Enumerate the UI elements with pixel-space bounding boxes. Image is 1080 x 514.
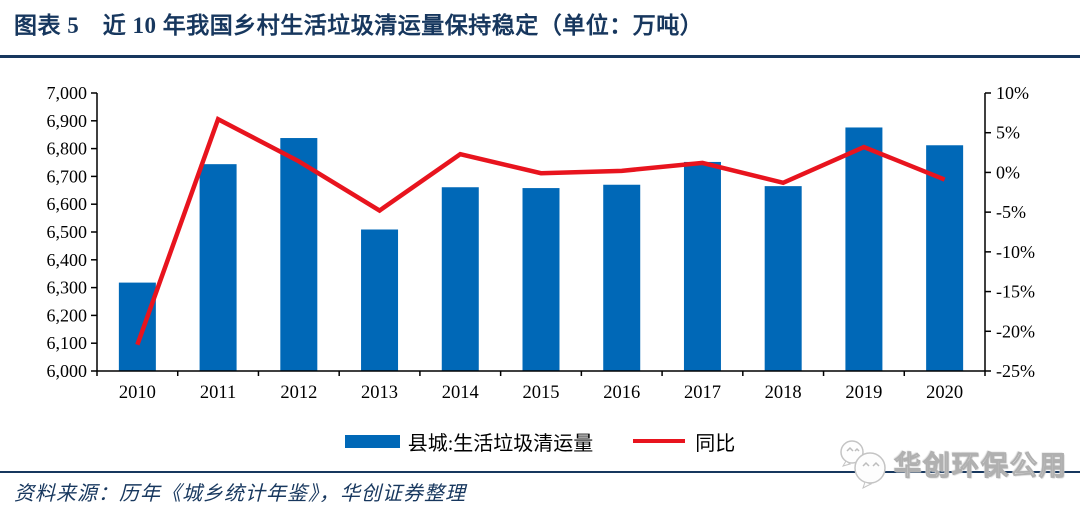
bar-2013	[361, 229, 399, 371]
svg-text:2014: 2014	[442, 383, 479, 403]
chart-legend: 县城:生活垃圾清运量 同比	[0, 429, 1080, 455]
source-note: 资料来源：历年《城乡统计年鉴》，华创证券整理	[14, 483, 466, 505]
bar-2016	[603, 184, 641, 371]
watermark: 华创环保公用	[832, 437, 1068, 489]
bar-2010	[118, 282, 156, 371]
bar-2011	[199, 164, 237, 371]
bar-2017	[683, 161, 721, 371]
svg-text:2018: 2018	[765, 383, 802, 403]
svg-text:2011: 2011	[200, 383, 236, 403]
top-divider	[0, 55, 1080, 58]
bar-2020	[926, 145, 964, 371]
bottom-divider	[0, 471, 1080, 473]
svg-text:0%: 0%	[996, 162, 1020, 182]
svg-text:6,900: 6,900	[47, 111, 88, 131]
svg-text:2013: 2013	[361, 383, 398, 403]
svg-text:6,400: 6,400	[47, 250, 88, 270]
svg-text:-25%: -25%	[996, 361, 1035, 381]
svg-text:-5%: -5%	[996, 202, 1026, 222]
bar-2019	[845, 127, 883, 371]
bar-2018	[764, 186, 802, 371]
svg-text:2016: 2016	[603, 383, 640, 403]
svg-text:2017: 2017	[684, 383, 721, 403]
svg-text:2020: 2020	[926, 383, 963, 403]
svg-text:-15%: -15%	[996, 282, 1035, 302]
bar-2012	[280, 138, 318, 371]
svg-text:10%: 10%	[996, 83, 1029, 103]
svg-text:5%: 5%	[996, 123, 1020, 143]
bar-2015	[522, 188, 560, 371]
svg-text:6,800: 6,800	[47, 139, 88, 159]
svg-text:6,000: 6,000	[47, 361, 88, 381]
svg-text:6,100: 6,100	[47, 333, 88, 353]
svg-text:-20%: -20%	[996, 321, 1035, 341]
svg-text:6,300: 6,300	[47, 278, 88, 298]
svg-text:6,500: 6,500	[47, 222, 88, 242]
svg-text:7,000: 7,000	[47, 83, 88, 103]
svg-text:2015: 2015	[523, 383, 560, 403]
watermark-label: 华创环保公用	[894, 450, 1068, 481]
legend-bar-swatch	[344, 434, 400, 448]
svg-text:-10%: -10%	[996, 242, 1035, 262]
yoy-line	[135, 116, 946, 346]
svg-text:6,200: 6,200	[47, 305, 88, 325]
svg-text:2019: 2019	[845, 383, 882, 403]
svg-text:6,700: 6,700	[47, 166, 88, 186]
legend-line-swatch	[633, 439, 686, 443]
svg-text:2012: 2012	[280, 383, 317, 403]
legend-bar-label: 县城:生活垃圾清运量	[407, 432, 594, 455]
legend-line-label: 同比	[695, 432, 736, 455]
wechat-bubbles-icon	[840, 440, 886, 489]
bar-2014	[441, 187, 479, 371]
svg-text:6,600: 6,600	[47, 194, 88, 214]
svg-text:2010: 2010	[119, 383, 156, 403]
figure-title: 图表 5 近 10 年我国乡村生活垃圾清运量保持稳定（单位：万吨）	[14, 13, 704, 38]
